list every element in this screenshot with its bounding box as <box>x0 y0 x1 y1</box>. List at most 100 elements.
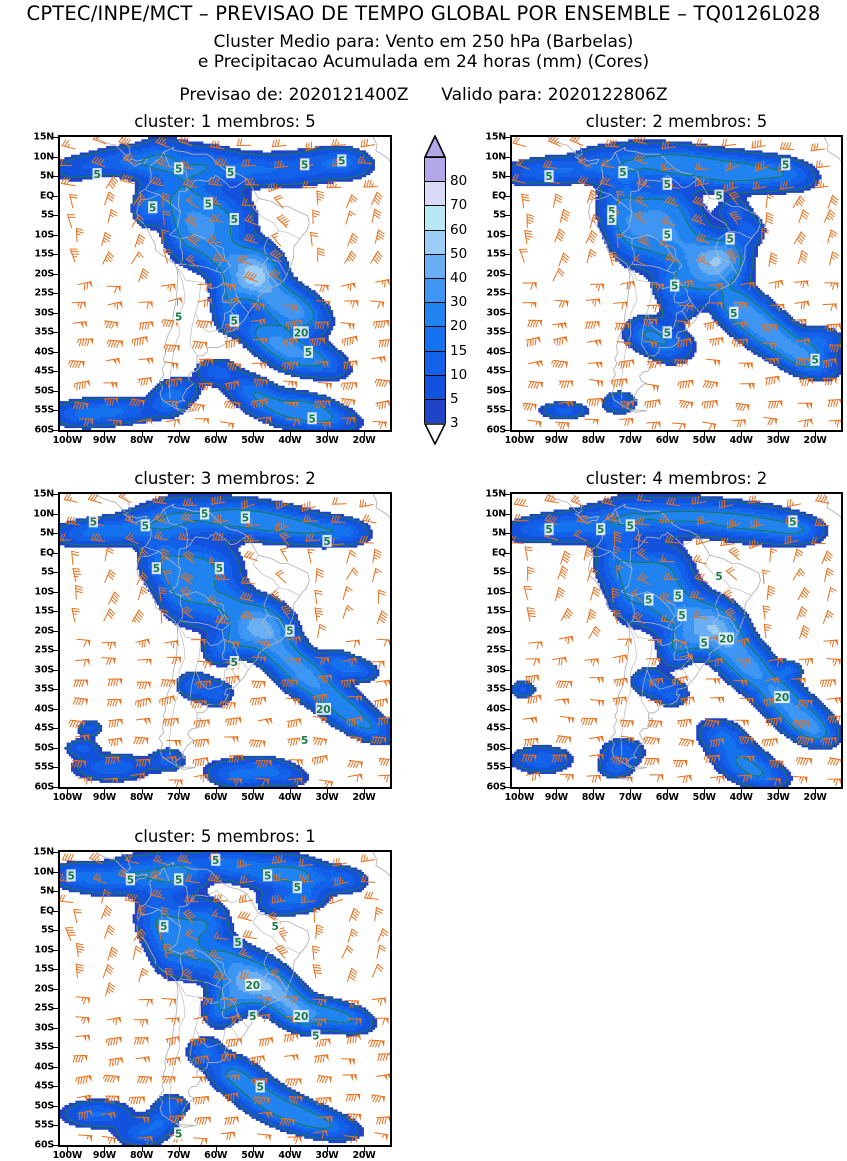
y-axis-tick <box>53 1125 58 1126</box>
y-axis-tick-label: 25S <box>487 645 506 656</box>
y-axis-tick-label: 20S <box>487 625 506 636</box>
y-axis-tick <box>53 514 58 515</box>
x-axis-tick <box>556 432 557 437</box>
y-axis-tick <box>53 352 58 353</box>
y-axis-tick-label: 25S <box>35 1003 54 1014</box>
x-axis-tick <box>704 432 705 437</box>
svg-text:5: 5 <box>323 536 330 548</box>
y-axis-tick <box>505 533 510 534</box>
y-axis-tick <box>505 352 510 353</box>
y-axis-tick <box>53 1145 58 1146</box>
y-axis-tick-label: 50S <box>35 742 54 753</box>
y-axis-tick-label: 45S <box>487 723 506 734</box>
y-axis-tick-label: 45S <box>35 366 54 377</box>
svg-text:5: 5 <box>789 516 796 528</box>
svg-text:5: 5 <box>67 870 74 882</box>
x-axis-tick <box>104 789 105 794</box>
svg-text:5: 5 <box>212 855 219 867</box>
svg-text:5: 5 <box>257 1081 264 1093</box>
colorbar-tick-label: 5 <box>450 391 459 407</box>
svg-text:5: 5 <box>286 626 293 638</box>
cluster-panel-title-2: cluster: 2 membros: 5 <box>510 112 843 131</box>
y-axis-tick <box>53 767 58 768</box>
y-axis-tick-label: 40S <box>487 703 506 714</box>
svg-text:5: 5 <box>175 312 182 324</box>
x-axis-tick <box>179 789 180 794</box>
y-axis-tick-label: 35S <box>35 684 54 695</box>
y-axis-tick-label: EQ <box>492 547 506 558</box>
x-axis-tick <box>67 789 68 794</box>
y-axis-tick <box>53 274 58 275</box>
svg-text:5: 5 <box>664 327 671 339</box>
y-axis-tick <box>53 611 58 612</box>
svg-text:5: 5 <box>671 281 678 293</box>
svg-text:5: 5 <box>234 937 241 949</box>
svg-text:20: 20 <box>294 1011 309 1023</box>
y-axis-tick <box>505 332 510 333</box>
svg-text:5: 5 <box>678 610 685 622</box>
colorbar-tick-label: 40 <box>450 270 467 286</box>
colorbar-tick-label: 80 <box>450 173 467 189</box>
y-axis-tick <box>53 176 58 177</box>
y-axis-tick <box>505 611 510 612</box>
y-axis-tick-label: 40S <box>35 1061 54 1072</box>
svg-text:20: 20 <box>316 704 331 716</box>
x-axis-tick <box>290 789 291 794</box>
cluster-panel-title-5: cluster: 5 membros: 1 <box>58 827 392 846</box>
colorbar-tick-label: 60 <box>450 222 467 238</box>
y-axis-tick-label: 15S <box>35 249 54 260</box>
y-axis-tick <box>53 494 58 495</box>
y-axis-tick <box>53 391 58 392</box>
colorbar-tick-label: 50 <box>450 246 467 262</box>
svg-text:5: 5 <box>545 171 552 183</box>
x-axis-tick <box>364 789 365 794</box>
y-axis-tick <box>505 137 510 138</box>
cluster-panel-title-4: cluster: 4 membros: 2 <box>510 469 843 488</box>
cluster-panel-title-3: cluster: 3 membros: 2 <box>58 469 392 488</box>
y-axis-tick <box>53 748 58 749</box>
y-axis-tick-label: 15N <box>33 847 54 858</box>
y-axis-tick <box>505 728 510 729</box>
y-axis-tick-label: EQ <box>40 905 54 916</box>
y-axis-tick-label: 40S <box>35 346 54 357</box>
x-axis-tick <box>142 789 143 794</box>
x-axis-tick <box>815 789 816 794</box>
x-axis-tick <box>142 432 143 437</box>
y-axis-tick-label: 50S <box>35 1100 54 1111</box>
y-axis-tick-label: 15S <box>35 964 54 975</box>
y-axis-tick <box>53 313 58 314</box>
y-axis-tick-label: 55S <box>35 405 54 416</box>
svg-text:5: 5 <box>142 520 149 532</box>
x-axis-tick <box>327 789 328 794</box>
y-axis-tick-label: 15S <box>487 249 506 260</box>
y-axis-tick <box>53 969 58 970</box>
colorbar-tick-label: 30 <box>450 294 467 310</box>
y-axis-tick <box>53 410 58 411</box>
x-axis-tick <box>364 432 365 437</box>
y-axis-tick-label: 15N <box>33 489 54 500</box>
x-axis-tick <box>741 432 742 437</box>
x-axis-tick <box>630 432 631 437</box>
y-axis-tick <box>505 748 510 749</box>
svg-text:5: 5 <box>675 591 682 603</box>
y-axis-tick-label: 10N <box>485 508 506 519</box>
y-axis-tick <box>505 430 510 431</box>
y-axis-tick <box>505 650 510 651</box>
svg-text:5: 5 <box>271 921 278 933</box>
svg-text:5: 5 <box>231 214 238 226</box>
y-axis-tick <box>505 670 510 671</box>
y-axis-tick <box>53 157 58 158</box>
y-axis-tick-label: 10N <box>485 151 506 162</box>
y-axis-tick <box>53 572 58 573</box>
x-axis-tick <box>815 432 816 437</box>
x-axis-tick <box>104 1147 105 1152</box>
svg-text:20: 20 <box>245 980 260 992</box>
y-axis-tick <box>505 157 510 158</box>
y-axis-tick-label: 5N <box>40 528 54 539</box>
